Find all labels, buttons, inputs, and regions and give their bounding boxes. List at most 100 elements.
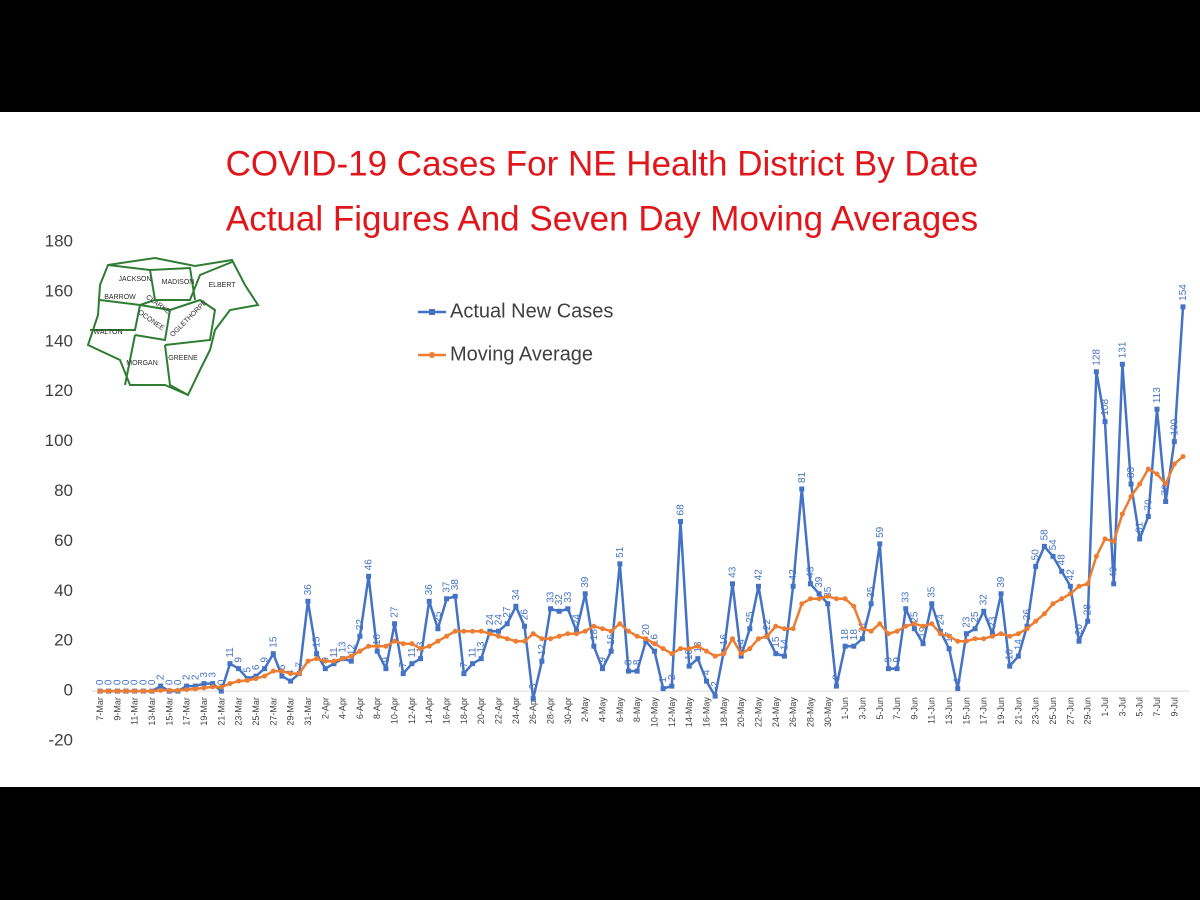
data-label: 43 [727, 566, 738, 578]
y-tick-label: 40 [54, 581, 73, 600]
data-point [868, 628, 874, 634]
data-point [773, 623, 779, 629]
data-label: -3 [528, 683, 539, 692]
x-tick-label: 18-May [719, 697, 729, 728]
data-point [548, 606, 554, 612]
data-point [1050, 553, 1056, 559]
data-label: 9 [598, 657, 609, 663]
x-tick-label: 22-Apr [494, 697, 504, 724]
data-point [582, 628, 588, 634]
data-label: 2 [182, 674, 193, 680]
data-label: 0 [121, 679, 132, 685]
data-point [340, 656, 346, 662]
x-tick-label: 21-Jun [1013, 697, 1023, 725]
y-tick-label: 60 [54, 531, 73, 550]
data-point [175, 687, 181, 693]
x-tick-label: 20-Apr [476, 697, 486, 724]
data-label: -2 [710, 681, 721, 690]
data-point [703, 648, 709, 654]
data-point [1137, 536, 1143, 542]
x-tick-label: 8-May [632, 697, 642, 723]
data-point [755, 636, 761, 642]
data-label: 42 [788, 569, 799, 581]
x-tick-label: 25-Mar [251, 697, 261, 726]
data-label: 58 [1039, 529, 1050, 541]
data-label: 0 [173, 679, 184, 685]
data-point [1041, 611, 1047, 617]
data-point [781, 626, 787, 632]
data-label: 37 [442, 581, 453, 593]
data-label: 9 [234, 657, 245, 663]
data-point [227, 661, 233, 667]
x-tick-label: 25-Jun [1048, 697, 1058, 725]
data-label: 26 [520, 609, 531, 621]
data-label: 7 [459, 662, 470, 668]
data-point [764, 633, 770, 639]
data-point [166, 687, 172, 693]
data-point [729, 636, 735, 642]
data-label: 4 [701, 669, 712, 675]
data-point [444, 633, 450, 639]
data-point [1067, 583, 1073, 589]
data-point [461, 671, 467, 677]
data-label: 24 [494, 614, 505, 626]
data-label: 43 [805, 566, 816, 578]
data-label: 0 [138, 679, 149, 685]
data-point [911, 626, 917, 632]
data-point [539, 658, 545, 664]
data-point [1154, 406, 1160, 412]
x-tick-label: 26-May [788, 697, 798, 728]
data-label: 32 [979, 594, 990, 606]
x-tick-label: 23-Jun [1031, 697, 1041, 725]
map-label: JACKSON [118, 276, 151, 283]
data-point [513, 603, 519, 609]
data-point [279, 673, 285, 679]
data-point [816, 596, 822, 602]
data-point [210, 681, 216, 687]
data-point [955, 638, 961, 644]
x-tick-label: 15-Jun [961, 697, 971, 725]
data-point [1180, 454, 1186, 460]
data-point [790, 583, 796, 589]
data-label: 43 [1109, 566, 1120, 578]
x-tick-label: 11-Mar [130, 697, 140, 725]
data-point [1093, 553, 1099, 559]
data-label: 15 [771, 636, 782, 648]
data-point [565, 631, 571, 637]
data-label: 9 [883, 657, 894, 663]
data-label: 0 [164, 679, 175, 685]
data-point [626, 668, 632, 674]
data-point [1137, 481, 1143, 487]
data-point [582, 591, 588, 597]
data-point [972, 626, 978, 632]
data-point [669, 651, 675, 657]
data-point [1145, 513, 1151, 519]
data-label: 7 [398, 662, 409, 668]
data-point [418, 656, 424, 662]
data-point [383, 666, 389, 672]
data-point [262, 666, 268, 672]
data-label: 15 [268, 636, 279, 648]
data-label: 24 [572, 614, 583, 626]
data-label: 5 [242, 667, 253, 673]
data-label: 2 [667, 674, 678, 680]
data-label: 9 [260, 657, 271, 663]
map-label: MORGAN [126, 360, 158, 367]
data-label: 16 [649, 634, 660, 646]
data-point [651, 641, 657, 647]
data-point [444, 596, 450, 602]
x-tick-label: 13-Mar [147, 697, 157, 726]
data-point [383, 643, 389, 649]
x-tick-label: 26-Apr [528, 697, 538, 724]
data-point [981, 608, 987, 614]
data-label: 26 [1022, 609, 1033, 621]
data-point [184, 687, 190, 693]
x-tick-label: 2-May [580, 697, 590, 723]
data-point [660, 646, 666, 652]
data-point [574, 631, 580, 637]
data-point [600, 626, 606, 632]
data-point [435, 626, 441, 632]
x-tick-label: 2-Apr [320, 697, 330, 719]
data-label: 0 [130, 679, 141, 685]
data-point [392, 621, 398, 627]
